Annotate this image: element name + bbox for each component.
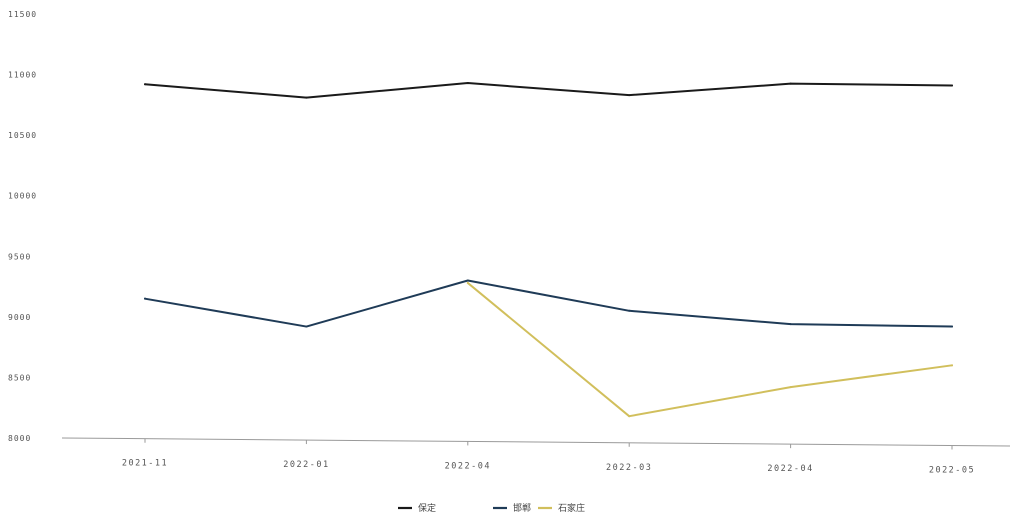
data-point [466, 82, 469, 85]
y-tick-label: 9000 [8, 313, 31, 322]
data-point [305, 96, 308, 99]
y-tick-label: 8000 [8, 434, 31, 443]
data-point [789, 386, 792, 389]
x-axis: 2021-11 2022-01 2022-04 2022-03 2022-04 2022-… [122, 438, 975, 476]
legend-label: 石家庄 [558, 502, 585, 514]
y-tick-label: 11000 [8, 71, 37, 80]
data-point [789, 82, 792, 85]
x-tick-label: 2022-05 [929, 466, 975, 476]
data-point [628, 415, 631, 418]
legend-label: 保定 [418, 502, 436, 514]
data-point [951, 325, 953, 328]
legend: 保定 邯郸 石家庄 [398, 502, 585, 514]
data-point [628, 309, 631, 312]
x-tick-label: 2022-01 [283, 460, 329, 470]
data-point [466, 279, 469, 282]
data-point [144, 297, 146, 300]
data-point [789, 323, 792, 326]
y-tick-label: 10000 [8, 192, 37, 201]
y-tick-label: 10500 [8, 131, 37, 140]
y-tick-label: 8500 [8, 373, 31, 382]
y-tick-label: 9500 [8, 252, 31, 261]
y-tick-label: 11500 [8, 10, 37, 19]
series-layer [144, 82, 953, 418]
x-tick-label: 2022-03 [606, 463, 652, 473]
data-point [466, 281, 469, 284]
x-tick-label: 2022-04 [445, 461, 491, 471]
x-tick-label: 2022-04 [767, 464, 813, 474]
series-line-2 [466, 281, 953, 418]
data-point [951, 84, 953, 87]
x-axis-line [61, 437, 1011, 447]
x-tick-label: 2021-11 [122, 459, 168, 469]
data-point [305, 325, 308, 328]
legend-label: 邯郸 [513, 502, 531, 514]
series-line-0 [144, 82, 953, 99]
data-point [628, 94, 631, 97]
data-point [951, 364, 953, 367]
series-line-1 [144, 279, 953, 328]
y-axis: 8000 8500 9000 9500 10000 10500 11000 11500 [8, 10, 37, 443]
data-point [144, 83, 146, 86]
